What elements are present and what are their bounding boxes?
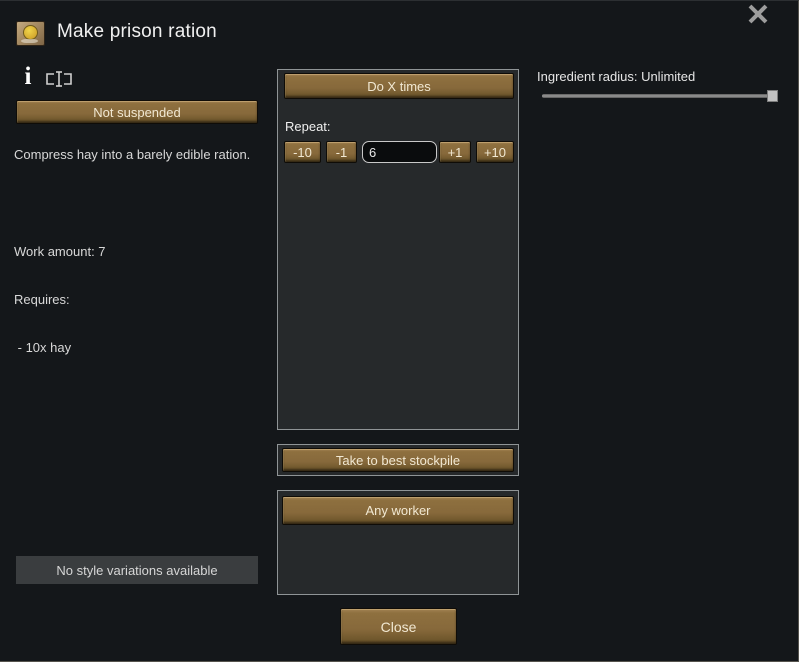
close-button[interactable]: Close xyxy=(340,608,457,645)
ingredient-radius-slider-track[interactable] xyxy=(542,94,778,98)
worker-panel: Any worker xyxy=(277,490,519,595)
dialog-title: Make prison ration xyxy=(57,21,217,42)
ingredient-radius-slider-handle[interactable] xyxy=(767,90,778,102)
repeat-label: Repeat: xyxy=(285,119,331,134)
bill-requirements: Work amount: 7 Requires: - 10x hay xyxy=(14,212,260,388)
bill-description: Compress hay into a barely edible ration… xyxy=(14,147,251,162)
info-icon[interactable]: i xyxy=(24,63,32,90)
ration-wrap-band xyxy=(21,39,38,43)
ingredient-line: - 10x hay xyxy=(14,340,72,355)
suspend-toggle-button[interactable]: Not suspended xyxy=(16,100,258,124)
repeat-plus-10-button[interactable]: +10 xyxy=(476,141,514,163)
repeat-minus-10-button[interactable]: -10 xyxy=(284,141,321,163)
repeat-plus-1-button[interactable]: +1 xyxy=(439,141,471,163)
ration-seal xyxy=(23,25,38,40)
work-amount-text: Work amount: 7 xyxy=(14,244,106,259)
stockpile-mode-panel: Take to best stockpile xyxy=(277,444,519,476)
stockpile-mode-button[interactable]: Take to best stockpile xyxy=(282,448,514,472)
style-variations-button: No style variations available xyxy=(16,556,258,584)
requires-label: Requires: xyxy=(14,292,70,307)
repeat-minus-1-button[interactable]: -1 xyxy=(326,141,357,163)
ingredient-radius-label: Ingredient radius: Unlimited xyxy=(537,69,696,84)
worker-select-button[interactable]: Any worker xyxy=(282,496,514,525)
repeat-count-input[interactable] xyxy=(362,141,437,163)
repeat-mode-panel: Do X times Repeat: -10 -1 +1 +10 xyxy=(277,69,519,430)
rename-icon[interactable] xyxy=(45,70,73,88)
repeat-mode-button[interactable]: Do X times xyxy=(284,73,514,99)
close-icon[interactable] xyxy=(742,1,772,31)
prison-ration-item-icon xyxy=(16,21,45,46)
